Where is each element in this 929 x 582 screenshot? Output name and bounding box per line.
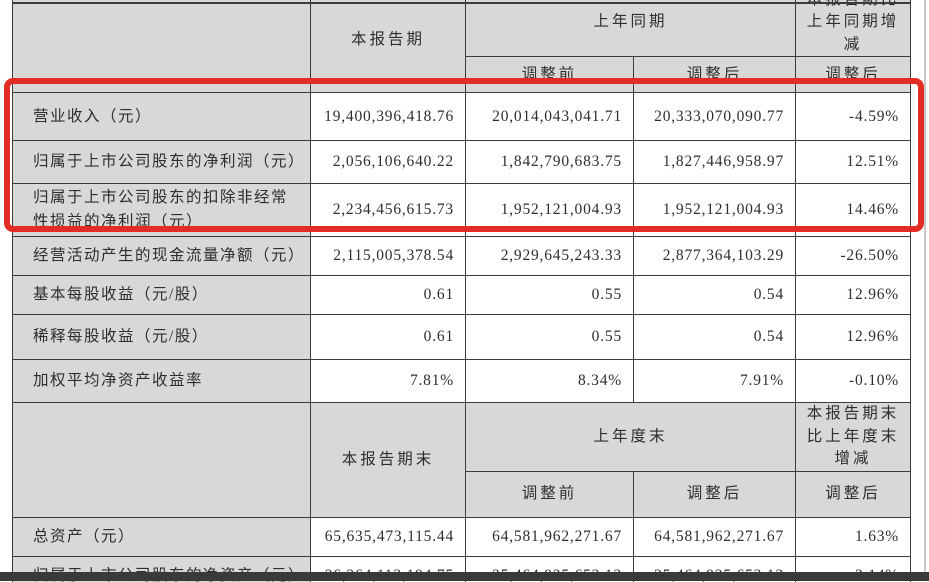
value-change: 12.96% <box>795 275 912 316</box>
subheader-after-adjust: 调整后 <box>632 56 797 94</box>
table-row-net-profit: 归属于上市公司股东的净利润（元） 2,056,106,640.22 1,842,… <box>12 140 912 185</box>
financial-summary-table: 本报告期 上年同期 本报告期比上年同期增减 调整前 调整后 调整后 营业收入（元… <box>12 0 912 582</box>
table-row-diluted-eps: 稀释每股收益（元/股） 0.61 0.55 0.54 12.96% <box>12 314 912 361</box>
col-header-current-period-end: 本报告期末 <box>310 402 466 518</box>
value-after-adjust: 20,333,070,090.77 <box>632 92 797 142</box>
row-label: 基本每股收益（元/股） <box>12 275 311 316</box>
period-subheader-row: 调整前 调整后 调整后 <box>13 56 912 94</box>
value-before-adjust: 1,952,121,004.93 <box>465 183 634 238</box>
value-before-adjust: 8.34% <box>465 359 634 404</box>
value-change: -4.59% <box>795 92 912 142</box>
value-before-adjust: 1,842,790,683.75 <box>465 140 634 185</box>
value-change: 12.96% <box>795 314 912 361</box>
table-row-operating-revenue: 营业收入（元） 19,400,396,418.76 20,014,043,041… <box>12 92 912 142</box>
row-label: 归属于上市公司股东的净利润（元） <box>12 140 311 185</box>
value-current: 0.61 <box>310 314 466 361</box>
value-change: -0.10% <box>795 359 912 404</box>
value-current: 19,400,396,418.76 <box>310 92 466 142</box>
subheader-before-adjust: 调整前 <box>465 470 634 518</box>
col-header-yearend-change-group: 本报告期末比上年度末增减 <box>795 402 912 472</box>
value-after-adjust: 2,877,364,103.29 <box>632 236 797 277</box>
value-current: 2,234,456,615.73 <box>310 183 466 238</box>
table-row-net-profit-excl-nonrecurring: 归属于上市公司股东的扣除非经常性损益的净利润（元） 2,234,456,615.… <box>12 183 912 238</box>
value-after-adjust: 7.91% <box>632 359 797 404</box>
value-after-adjust: 1,952,121,004.93 <box>632 183 797 238</box>
row-label: 稀释每股收益（元/股） <box>12 314 311 361</box>
subheader-change-after-adjust: 调整后 <box>795 470 912 518</box>
row-label: 归属于上市公司股东的扣除非经常性损益的净利润（元） <box>12 183 311 238</box>
table-row-operating-cash-flow: 经营活动产生的现金流量净额（元） 2,115,005,378.54 2,929,… <box>12 236 912 277</box>
col-header-prior-period-group: 上年同期 <box>464 0 797 58</box>
value-change: -26.50% <box>795 236 912 277</box>
col-header-period-change-group: 本报告期比上年同期增减 <box>795 0 912 58</box>
value-current: 7.81% <box>310 359 466 404</box>
period-header-row: 本报告期 上年同期 本报告期比上年同期增减 <box>12 0 912 94</box>
value-after-adjust: 64,581,962,271.67 <box>632 516 797 557</box>
row-label: 加权平均净资产收益率 <box>12 359 311 404</box>
subheader-change-after-adjust: 调整后 <box>795 56 912 94</box>
value-before-adjust: 2,929,645,243.33 <box>465 236 634 277</box>
value-current: 65,635,473,115.44 <box>310 516 466 557</box>
row-label: 经营活动产生的现金流量净额（元） <box>12 236 311 277</box>
value-after-adjust: 0.54 <box>632 314 797 361</box>
value-after-adjust: 1,827,446,958.97 <box>632 140 797 185</box>
value-before-adjust: 0.55 <box>465 314 634 361</box>
table-row-basic-eps: 基本每股收益（元/股） 0.61 0.55 0.54 12.96% <box>12 275 912 316</box>
value-current: 2,115,005,378.54 <box>310 236 466 277</box>
corner-cell <box>12 0 311 94</box>
page-bottom-bar <box>0 572 929 581</box>
value-before-adjust: 0.55 <box>465 275 634 316</box>
value-before-adjust: 64,581,962,271.67 <box>465 516 634 557</box>
subheader-before-adjust: 调整前 <box>465 56 634 94</box>
corner-cell <box>12 402 311 518</box>
value-current: 0.61 <box>310 275 466 316</box>
value-change: 1.63% <box>795 516 912 557</box>
yearend-subheader-row: 调整前 调整后 调整后 <box>13 470 912 518</box>
col-header-prior-yearend-group: 上年度末 <box>464 402 797 472</box>
subheader-after-adjust: 调整后 <box>632 470 797 518</box>
value-change: 14.46% <box>795 183 912 238</box>
row-label: 营业收入（元） <box>12 92 311 142</box>
value-after-adjust: 0.54 <box>632 275 797 316</box>
table-row-weighted-avg-roe: 加权平均净资产收益率 7.81% 8.34% 7.91% -0.10% <box>12 359 912 404</box>
row-label: 总资产（元） <box>12 516 311 557</box>
table-row-total-assets: 总资产（元） 65,635,473,115.44 64,581,962,271.… <box>12 516 912 557</box>
col-header-current-period: 本报告期 <box>310 0 466 94</box>
value-before-adjust: 20,014,043,041.71 <box>465 92 634 142</box>
value-change: 12.51% <box>795 140 912 185</box>
value-current: 2,056,106,640.22 <box>310 140 466 185</box>
yearend-header-row: 本报告期末 上年度末 本报告期末比上年度末增减 <box>12 402 912 518</box>
page-edge-line <box>924 0 926 572</box>
